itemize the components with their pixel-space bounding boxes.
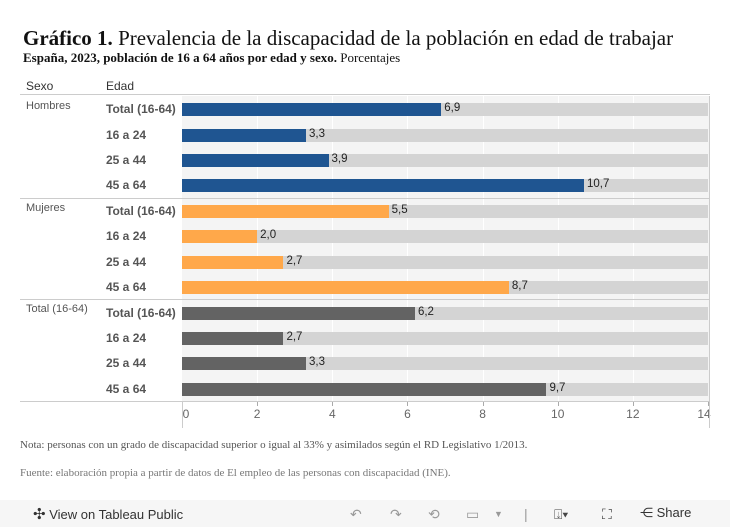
bar (182, 281, 509, 295)
background-bar (182, 128, 708, 142)
bar (182, 306, 415, 320)
x-tick-label: 0 (182, 407, 190, 421)
group-label: Hombres (26, 100, 71, 112)
data-label: 9,7 (549, 381, 566, 394)
source-text: Fuente: elaboración propia a partir de d… (20, 467, 451, 479)
bar (182, 103, 442, 117)
x-tick (482, 401, 484, 406)
bar (182, 331, 284, 345)
group-divider (20, 299, 710, 301)
data-label: 2,7 (286, 254, 303, 267)
category-label: 45 a 64 (106, 178, 147, 193)
fullscreen-icon[interactable]: ⛶ (602, 506, 612, 522)
category-label: 25 a 44 (106, 356, 147, 371)
x-tick (557, 401, 559, 406)
category-label: 16 a 24 (106, 229, 147, 244)
gridline (257, 96, 259, 401)
view-on-tableau-button[interactable]: ✣ View on Tableau Public (33, 505, 183, 523)
share-button[interactable]: ⋲ Share (640, 505, 691, 521)
undo-icon[interactable]: ↶ (350, 506, 362, 522)
share-label: Share (656, 505, 692, 520)
refresh-dropdown-icon[interactable]: ▼ (494, 509, 503, 519)
x-tick-label: 4 (328, 407, 336, 421)
background-bar (182, 357, 708, 371)
chart-subtitle: España, 2023, población de 16 a 64 años … (23, 50, 400, 66)
gridline (482, 96, 484, 401)
data-label: 10,7 (587, 178, 610, 191)
data-label: 2,7 (286, 330, 303, 343)
gridline (557, 96, 559, 401)
x-tick (257, 401, 259, 406)
title-text: Prevalencia de la discapacidad de la pob… (118, 26, 674, 50)
plot-area (182, 96, 709, 401)
category-label: 45 a 64 (106, 280, 147, 295)
x-tick (407, 401, 409, 406)
group-divider (20, 197, 710, 199)
category-label: Total (16-64) (106, 102, 176, 117)
background-bar (182, 230, 708, 244)
x-tick (332, 401, 334, 406)
x-tick (632, 401, 634, 406)
x-tick-label: 6 (404, 407, 411, 421)
x-tick-label: 8 (479, 407, 486, 421)
chart-title: Gráfico 1. Prevalencia de la discapacida… (23, 26, 673, 51)
bar (182, 255, 284, 269)
x-tick (708, 401, 709, 406)
data-label: 6,9 (444, 102, 461, 115)
plot-right-border (709, 96, 710, 428)
data-label: 3,3 (308, 356, 325, 369)
note-text: Nota: personas con un grado de discapaci… (20, 439, 528, 451)
category-label: 25 a 44 (106, 153, 147, 168)
category-label: 45 a 64 (106, 381, 147, 396)
separator: | (524, 506, 528, 522)
gridline (332, 96, 334, 401)
category-label: 16 a 24 (106, 127, 147, 142)
header-edad: Edad (106, 79, 135, 93)
x-tick-label: 12 (626, 407, 640, 421)
header-divider (20, 94, 710, 95)
background-bar (182, 255, 708, 269)
category-label: Total (16-64) (106, 305, 176, 320)
share-icon: ⋲ (640, 505, 653, 520)
x-tick-label: 2 (253, 407, 261, 421)
axis-line (182, 401, 183, 428)
subtitle-bold: España, 2023, población de 16 a 64 años … (23, 50, 337, 65)
header-sexo: Sexo (26, 79, 54, 93)
data-label: 6,2 (417, 305, 434, 318)
gridline (407, 96, 409, 401)
bar (182, 204, 389, 218)
background-bar (182, 331, 708, 345)
data-label: 5,5 (391, 203, 408, 216)
bar (182, 128, 306, 142)
bar (182, 357, 306, 371)
x-tick-label: 10 (551, 407, 565, 421)
data-label: 3,9 (331, 153, 348, 166)
tableau-logo-icon: ✣ (33, 506, 46, 523)
revert-icon[interactable]: ⟲ (428, 506, 440, 522)
data-label: 3,3 (308, 127, 325, 140)
axis-divider (20, 401, 710, 402)
category-label: 25 a 44 (106, 254, 147, 269)
bar (182, 230, 258, 244)
category-label: Total (16-64) (106, 203, 176, 218)
tableau-toolbar: ✣ View on Tableau Public ↶ ↷ ⟲ ▭ ▼ | ⍗▾ … (0, 500, 730, 527)
x-tick-label: 14 (697, 407, 711, 421)
refresh-icon[interactable]: ▭ (466, 506, 480, 522)
bar (182, 382, 547, 396)
data-label: 8,7 (511, 280, 528, 293)
group-label: Total (16-64) (26, 303, 88, 316)
redo-icon[interactable]: ↷ (390, 506, 402, 522)
bar (182, 179, 584, 193)
gridline (632, 96, 634, 401)
category-label: 16 a 24 (106, 330, 147, 345)
download-icon[interactable]: ⍗▾ (554, 506, 569, 522)
view-label: View on Tableau Public (49, 507, 184, 522)
subtitle-text: Porcentajes (340, 50, 401, 65)
title-bold: Gráfico 1. (23, 26, 113, 50)
data-label: 2,0 (260, 229, 277, 242)
bar (182, 154, 329, 168)
group-label: Mujeres (26, 201, 66, 214)
